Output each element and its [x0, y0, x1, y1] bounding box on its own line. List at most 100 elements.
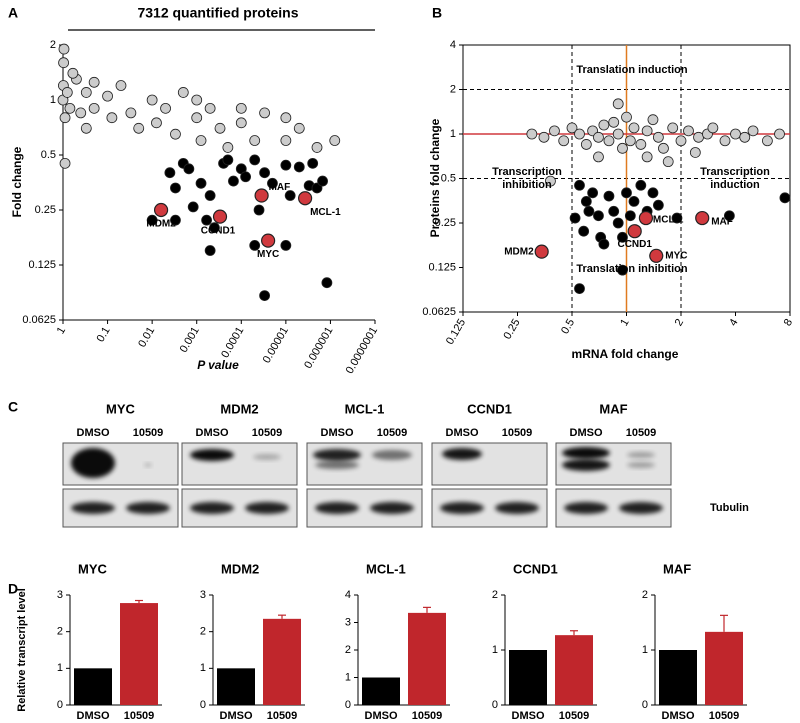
blot-band: [126, 502, 170, 514]
point: [259, 290, 270, 302]
point: [151, 117, 162, 129]
point: [280, 112, 292, 124]
point: [59, 112, 71, 124]
y-tick-label: 2: [345, 644, 351, 656]
point: [214, 122, 226, 134]
blot-band: [315, 502, 359, 514]
point: [621, 187, 632, 199]
point-label: MYC: [257, 249, 279, 260]
annotation: Translation induction: [576, 64, 688, 76]
point: [298, 191, 313, 206]
x-tick-label: 4: [727, 317, 740, 328]
point: [628, 122, 640, 134]
point: [80, 122, 92, 134]
chart-title: MDM2: [221, 561, 259, 576]
x-tick-label: DMSO: [512, 710, 545, 722]
point: [102, 90, 113, 102]
point: [204, 102, 216, 114]
point: [598, 238, 610, 250]
blot-title: MDM2: [220, 401, 258, 416]
point: [612, 217, 624, 229]
point: [693, 131, 704, 143]
bar: [217, 668, 255, 705]
x-tick-label: 0.25: [502, 317, 523, 342]
point: [259, 167, 270, 179]
panel-label: A: [8, 5, 18, 21]
y-tick-label: 0: [345, 699, 351, 711]
point: [80, 87, 92, 98]
chart-title: MCL-1: [366, 561, 406, 576]
lane-label: 10509: [133, 427, 164, 439]
y-tick-label: 0.0625: [422, 306, 456, 318]
point: [652, 131, 664, 143]
panel-label: D: [8, 581, 18, 597]
annotation: Transcription: [492, 166, 562, 178]
y-tick-label: 1: [492, 644, 498, 656]
blot-band: [562, 459, 610, 471]
point: [574, 128, 585, 140]
x-tick-label: 0.0001: [219, 325, 246, 360]
lane-label: DMSO: [321, 427, 354, 439]
x-axis-label: mRNA fold change: [572, 347, 679, 361]
y-tick-label: 0: [642, 699, 648, 711]
bar: [120, 603, 158, 705]
lane-label: 10509: [502, 427, 533, 439]
lane-label: DMSO: [77, 427, 110, 439]
x-tick-label: 0.0000001: [344, 325, 380, 376]
blot-title: MCL-1: [345, 401, 385, 416]
y-tick-label: 0.25: [35, 204, 56, 216]
point: [612, 98, 624, 110]
point: [628, 195, 640, 207]
y-tick-label: 1: [57, 662, 63, 674]
point: [261, 233, 276, 248]
bar: [509, 650, 547, 705]
point: [652, 199, 664, 211]
x-tick-label: 1: [55, 325, 68, 336]
point: [307, 157, 319, 169]
bar: [659, 650, 697, 705]
x-axis-label: P value: [197, 358, 239, 372]
point: [164, 167, 176, 179]
point-label: MDM2: [146, 219, 176, 230]
point: [195, 177, 207, 189]
point: [719, 135, 731, 147]
point: [624, 135, 636, 147]
point: [249, 240, 261, 251]
point-label: MCL-1: [310, 207, 341, 218]
point: [707, 122, 719, 134]
blot-title: CCND1: [467, 401, 512, 416]
point: [61, 87, 73, 98]
blot-band: [495, 502, 539, 514]
point: [649, 248, 664, 263]
y-tick-label: 2: [50, 39, 56, 51]
point: [212, 209, 228, 224]
annotation: inhibition: [502, 179, 552, 191]
blot-band: [313, 449, 361, 461]
point: [598, 119, 610, 131]
point: [321, 277, 333, 289]
bar: [555, 635, 593, 705]
point: [617, 264, 628, 276]
point: [249, 154, 261, 166]
point: [662, 156, 674, 168]
x-tick-label: 8: [782, 317, 795, 328]
chart-title: CCND1: [513, 561, 558, 576]
blot-band: [619, 502, 663, 514]
x-tick-label: 0.1: [95, 325, 113, 344]
point: [638, 210, 654, 226]
y-axis-label: Proteins fold change: [428, 118, 442, 237]
y-tick-label: 3: [200, 589, 206, 601]
point: [235, 102, 247, 114]
point: [779, 192, 791, 204]
x-tick-label: DMSO: [220, 710, 253, 722]
lane-label: DMSO: [446, 427, 479, 439]
bar: [705, 631, 743, 705]
x-tick-label: 10509: [709, 710, 740, 722]
y-tick-label: 0.125: [28, 259, 56, 271]
y-tick-label: 0: [492, 699, 498, 711]
x-tick-label: 0.125: [444, 317, 468, 347]
point: [177, 87, 189, 98]
point: [115, 80, 127, 91]
y-tick-label: 0.25: [435, 217, 456, 229]
